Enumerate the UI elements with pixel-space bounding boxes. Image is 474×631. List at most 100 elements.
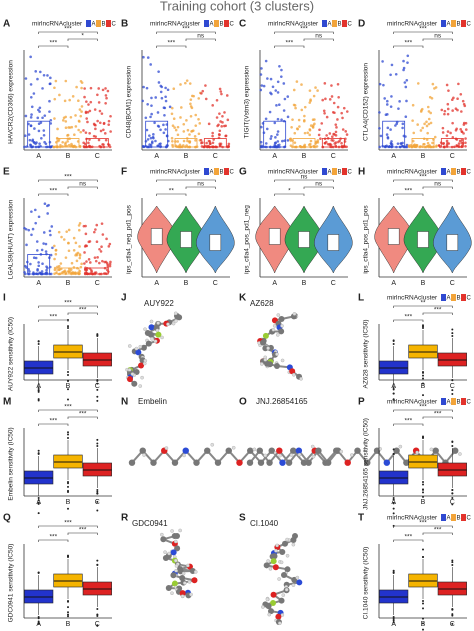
point (41, 116, 44, 120)
point (86, 120, 89, 124)
molecule-name: AZ628 (250, 299, 274, 308)
point (98, 261, 101, 265)
hydrogen (275, 352, 279, 356)
point (40, 270, 44, 273)
point (412, 131, 416, 135)
atom (247, 447, 254, 454)
y-axis-title: JNJ.26854165 sensitivity (IC50) (363, 418, 370, 510)
point (425, 120, 428, 124)
point (49, 76, 52, 80)
x-tick-label: A (272, 280, 277, 287)
outlier (37, 617, 40, 620)
point (109, 130, 112, 133)
hydrogen (173, 558, 178, 563)
point (163, 113, 166, 117)
hydrogen (174, 568, 178, 573)
point (84, 131, 88, 134)
outlier (67, 371, 69, 373)
point (43, 202, 47, 206)
point (74, 125, 78, 128)
point (46, 74, 49, 77)
point (294, 106, 297, 110)
point (342, 106, 346, 110)
outlier (392, 387, 395, 389)
atom (281, 540, 288, 547)
point (101, 259, 104, 263)
point (223, 111, 226, 114)
significance-bracket (393, 423, 424, 426)
point (278, 64, 281, 68)
point (205, 141, 208, 145)
hydrogen (167, 551, 171, 556)
legend-label: C (112, 22, 117, 28)
point (222, 124, 226, 128)
point (107, 119, 111, 123)
outlier (422, 371, 424, 374)
point (37, 129, 41, 133)
point (56, 265, 59, 269)
x-tick-label: B (302, 153, 307, 160)
point (97, 101, 101, 104)
significance-label: ns (197, 181, 205, 188)
point (297, 118, 301, 122)
outlier (392, 448, 395, 451)
point (303, 119, 306, 122)
point (260, 67, 263, 70)
point (95, 240, 99, 244)
box (85, 138, 109, 148)
point (268, 110, 272, 114)
outlier (451, 561, 454, 564)
hydrogen (285, 537, 289, 542)
significance-label: *** (168, 40, 176, 47)
legend-key (322, 168, 327, 175)
legend-title: mirlncRNAcluster (387, 295, 438, 302)
point (323, 111, 326, 115)
panel: I AUY922 sensitivity (IC50) A B C *** *** *** (3, 293, 112, 402)
atom (193, 459, 200, 466)
outlier (451, 445, 454, 447)
violin-box (387, 228, 400, 245)
point (341, 116, 344, 120)
point (61, 119, 65, 122)
panel-letter: N (121, 397, 128, 408)
significance-bracket (393, 179, 453, 182)
point (226, 118, 230, 122)
outlier (422, 374, 424, 377)
legend-key (106, 20, 111, 27)
point (141, 99, 144, 103)
point (332, 101, 336, 105)
box (382, 120, 406, 148)
point (149, 63, 152, 66)
legend-label: A (447, 296, 451, 302)
point (29, 143, 33, 147)
hydrogen (166, 322, 170, 327)
legend-title: mirlncRNAcluster (32, 21, 83, 28)
outlier (67, 606, 69, 609)
point (218, 112, 221, 115)
outlier (67, 325, 69, 328)
significance-label: ** (169, 188, 175, 195)
hydrogen (231, 445, 236, 450)
point (101, 88, 105, 92)
point (404, 85, 408, 89)
point (156, 144, 159, 148)
atom (315, 447, 322, 454)
point (217, 133, 221, 136)
hydrogen (187, 580, 192, 584)
outlier (67, 374, 69, 377)
outlier (451, 608, 454, 611)
x-tick-label: B (66, 383, 71, 390)
hydrogen (263, 357, 268, 362)
hydrogen (415, 450, 419, 455)
outlier (96, 509, 99, 512)
point (85, 100, 88, 103)
point (85, 244, 89, 248)
hydrogen (210, 442, 215, 447)
atom (279, 459, 286, 466)
box (56, 267, 80, 275)
point (68, 98, 71, 102)
point (276, 80, 280, 84)
point (224, 134, 227, 138)
outlier (422, 548, 424, 551)
